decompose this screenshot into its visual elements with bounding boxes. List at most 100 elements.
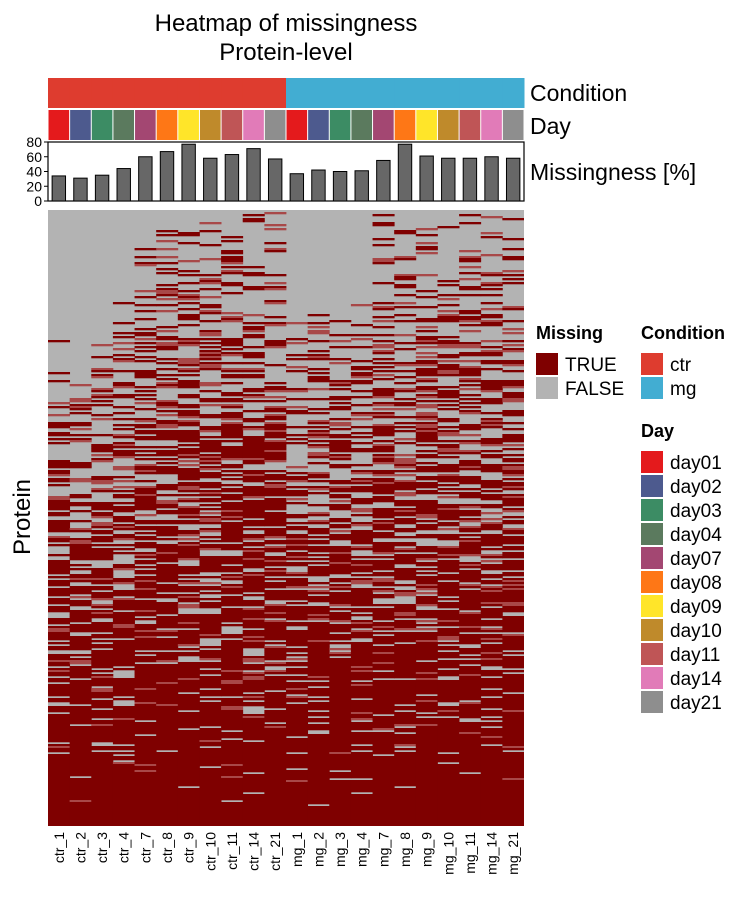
- heatmap-cell: [437, 622, 460, 625]
- heatmap-cell: [156, 550, 179, 553]
- heatmap-cell: [329, 568, 352, 571]
- heatmap-cell: [242, 558, 265, 561]
- heatmap-cell: [480, 816, 503, 819]
- heatmap-cell: [69, 480, 92, 483]
- heatmap-cell: [264, 568, 287, 571]
- heatmap-cell: [394, 752, 417, 755]
- heatmap-cell: [221, 616, 244, 619]
- heatmap-cell: [415, 670, 438, 673]
- heatmap-cell: [350, 812, 373, 815]
- heatmap-cell: [372, 470, 395, 473]
- heatmap-cell: [437, 610, 460, 613]
- heatmap-cell: [372, 440, 395, 443]
- heatmap-cell: [177, 822, 200, 825]
- day-annotation-row: [48, 110, 524, 140]
- heatmap-cell: [177, 696, 200, 699]
- heatmap-cell: [480, 786, 503, 789]
- heatmap-cell: [264, 346, 287, 349]
- heatmap-cell: [221, 458, 244, 461]
- heatmap-cell: [264, 634, 287, 637]
- heatmap-cell: [199, 332, 222, 335]
- heatmap-cell: [394, 692, 417, 695]
- heatmap-cell: [199, 702, 222, 705]
- heatmap-cell: [48, 706, 71, 709]
- heatmap-cell: [48, 802, 71, 805]
- heatmap-cell: [350, 710, 373, 713]
- heatmap-cell: [459, 820, 482, 823]
- heatmap-cell: [91, 606, 114, 609]
- heatmap-cell: [91, 548, 114, 551]
- heatmap-cell: [264, 520, 287, 523]
- heatmap-cell: [221, 518, 244, 521]
- heatmap-cell: [156, 544, 179, 547]
- heatmap-cell: [199, 814, 222, 817]
- heatmap-cell: [134, 376, 157, 379]
- heatmap-cell: [437, 320, 460, 323]
- heatmap-cell: [415, 766, 438, 769]
- heatmap-cell: [480, 560, 503, 563]
- heatmap-cell: [242, 602, 265, 605]
- heatmap-cell: [372, 302, 395, 305]
- heatmap-cell: [134, 626, 157, 629]
- heatmap-cell: [177, 586, 200, 589]
- heatmap-cell: [437, 670, 460, 673]
- day-cell: [416, 110, 437, 140]
- heatmap-cell: [437, 656, 460, 659]
- heatmap-cell: [307, 742, 330, 745]
- heatmap-cell: [177, 762, 200, 765]
- heatmap-cell: [264, 516, 287, 519]
- heatmap-cell: [372, 448, 395, 451]
- heatmap-cell: [112, 606, 135, 609]
- heatmap-cell: [437, 776, 460, 779]
- heatmap-cell: [415, 482, 438, 485]
- heatmap-cell: [480, 400, 503, 403]
- heatmap-cell: [480, 484, 503, 487]
- heatmap-cell: [307, 766, 330, 769]
- heatmap-cell: [307, 436, 330, 439]
- heatmap-cell: [242, 506, 265, 509]
- heatmap-cell: [156, 572, 179, 575]
- heatmap-cell: [286, 410, 309, 413]
- heatmap-cell: [459, 794, 482, 797]
- heatmap-cell: [134, 420, 157, 423]
- heatmap-cell: [242, 696, 265, 699]
- heatmap-cell: [112, 816, 135, 819]
- heatmap-cell: [437, 746, 460, 749]
- heatmap-cell: [394, 404, 417, 407]
- heatmap-cell: [91, 700, 114, 703]
- heatmap-cell: [415, 290, 438, 293]
- heatmap-cell: [91, 798, 114, 801]
- heatmap-cell: [242, 450, 265, 453]
- heatmap-cell: [286, 720, 309, 723]
- heatmap-cell: [502, 308, 524, 311]
- heatmap-cell: [177, 772, 200, 775]
- missingness-bar: [51, 175, 67, 202]
- heatmap-cell: [264, 426, 287, 429]
- heatmap-cell: [415, 638, 438, 641]
- heatmap-cell: [134, 724, 157, 727]
- heatmap-cell: [394, 334, 417, 337]
- day-annotation-label: Day: [530, 113, 571, 139]
- heatmap-cell: [48, 794, 71, 797]
- heatmap-cell: [242, 678, 265, 681]
- heatmap-cell: [264, 710, 287, 713]
- heatmap-cell: [242, 562, 265, 565]
- heatmap-cell: [350, 676, 373, 679]
- heatmap-cell: [199, 734, 222, 737]
- heatmap-cell: [264, 686, 287, 689]
- heatmap-cell: [437, 456, 460, 459]
- heatmap-cell: [156, 740, 179, 743]
- heatmap-cell: [242, 722, 265, 725]
- heatmap-cell: [177, 370, 200, 373]
- heatmap-cell: [91, 576, 114, 579]
- heatmap-cell: [91, 388, 114, 391]
- heatmap-cell: [480, 398, 503, 401]
- heatmap-cell: [69, 502, 92, 505]
- heatmap-cell: [264, 432, 287, 435]
- heatmap-cell: [329, 784, 352, 787]
- heatmap-cell: [329, 380, 352, 383]
- heatmap-cell: [372, 648, 395, 651]
- heatmap-cell: [221, 818, 244, 821]
- heatmap-cell: [286, 472, 309, 475]
- heatmap-cell: [156, 738, 179, 741]
